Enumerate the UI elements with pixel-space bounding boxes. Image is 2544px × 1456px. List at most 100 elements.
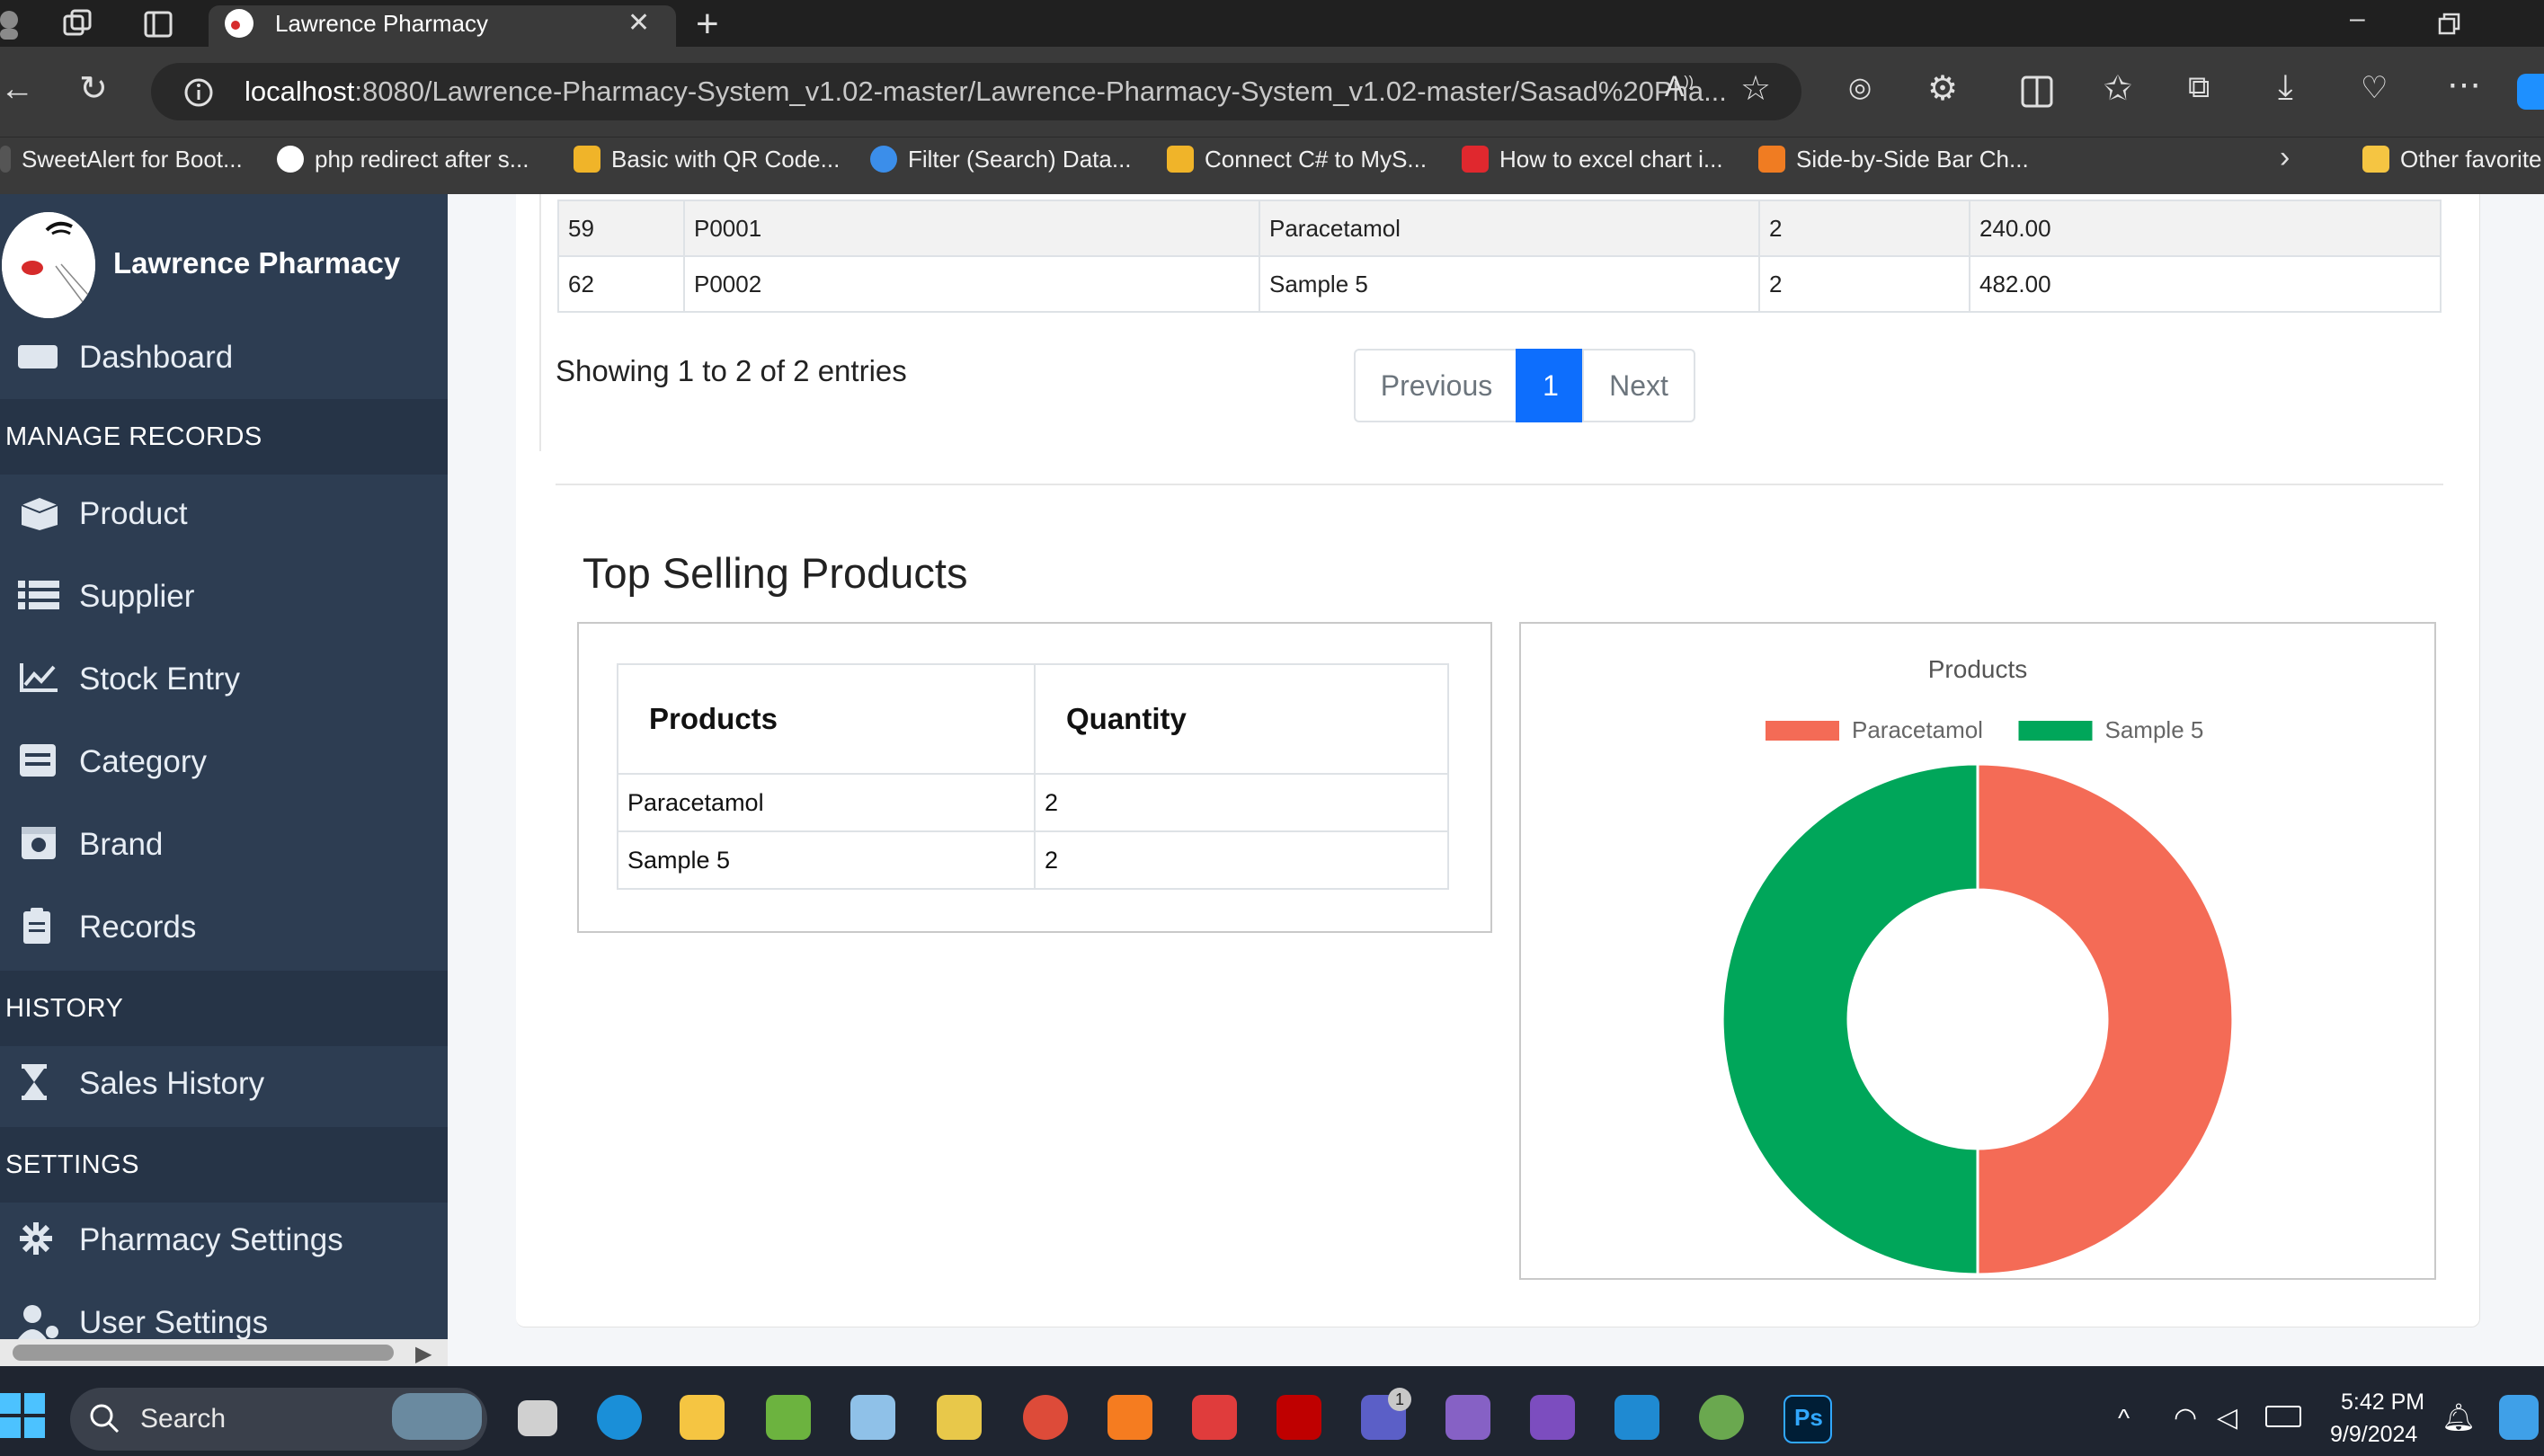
notifications-bell-icon[interactable]: 🔔︎	[2442, 1403, 2477, 1433]
edge-app-icon[interactable]	[597, 1395, 642, 1440]
visual-studio-app-icon[interactable]	[1445, 1395, 1490, 1440]
volume-icon[interactable]: ◁	[2217, 1403, 2238, 1433]
copilot-taskbar-icon[interactable]	[2499, 1395, 2539, 1440]
bookmark-other-favorites[interactable]: Other favorite	[2362, 146, 2542, 173]
legend-swatch[interactable]	[2018, 721, 2093, 741]
bookmark-icon	[1462, 146, 1489, 173]
legend-label[interactable]: Paracetamol	[1852, 716, 1983, 743]
split-screen-icon[interactable]	[2021, 75, 2053, 112]
sidebar-item-dashboard[interactable]: Dashboard	[0, 327, 448, 374]
bookmark-connect-csharp[interactable]: Connect C# to MyS...	[1167, 146, 1427, 173]
bookmark-filter-search[interactable]: Filter (Search) Data...	[870, 146, 1132, 173]
bookmark-side-by-side[interactable]: Side-by-Side Bar Ch...	[1758, 146, 2029, 173]
url-text[interactable]: localhost:8080/Lawrence-Pharmacy-System_…	[245, 75, 1727, 108]
github-icon	[277, 146, 304, 173]
extensions-icon[interactable]: ⚙	[1927, 70, 1959, 108]
refresh-icon[interactable]: ↻	[79, 70, 108, 108]
show-hidden-icons-icon[interactable]: ^	[2118, 1404, 2130, 1432]
site-info-icon[interactable]	[183, 77, 214, 112]
sidebar-item-label: Product	[79, 496, 188, 531]
copilot-sidebar-icon[interactable]	[2517, 74, 2544, 110]
notepad-plus-icon[interactable]	[766, 1395, 811, 1440]
pagination-next-button[interactable]: Next	[1582, 349, 1695, 422]
header-quantity: Quantity	[1034, 663, 1449, 775]
clock-date[interactable]: 9/9/2024	[2330, 1422, 2418, 1447]
copilot-icon[interactable]: ◎	[1848, 73, 1872, 102]
cell-quantity: 2	[1034, 830, 1449, 890]
task-view-icon[interactable]	[518, 1400, 557, 1436]
workspaces-icon[interactable]	[63, 9, 93, 44]
cell-qty: 2	[1758, 200, 1970, 257]
app-icon[interactable]	[850, 1395, 895, 1440]
table-row: Sample 5 2	[617, 830, 1449, 890]
search-icon	[88, 1402, 120, 1439]
file-explorer-icon[interactable]	[680, 1395, 725, 1440]
visual-studio-app-icon[interactable]	[1530, 1395, 1575, 1440]
active-tab[interactable]	[209, 5, 676, 47]
top-selling-title: Top Selling Products	[583, 549, 968, 597]
xampp-app-icon[interactable]	[1107, 1395, 1152, 1440]
restore-icon[interactable]	[2438, 13, 2461, 40]
sidebar-item-user-settings[interactable]: User Settings	[0, 1283, 448, 1339]
sidebar-scrollbar-thumb[interactable]	[13, 1345, 394, 1361]
browser-essentials-icon[interactable]: ♡	[2361, 71, 2388, 105]
vscode-app-icon[interactable]	[1614, 1395, 1659, 1440]
clipboard-icon	[23, 908, 50, 944]
collections-icon[interactable]: ⧉	[2188, 70, 2210, 104]
tab-close-icon[interactable]: ✕	[627, 8, 651, 38]
table-header-row: Products Quantity	[617, 663, 1449, 775]
read-aloud-icon[interactable]: A))	[1665, 70, 1694, 102]
sidebar-item-stock-entry[interactable]: Stock Entry	[0, 640, 448, 715]
filezilla-app-icon[interactable]	[1276, 1395, 1321, 1440]
sidebar-item-pharmacy-settings[interactable]: Pharmacy Settings	[0, 1201, 448, 1276]
bookmark-excel-chart[interactable]: How to excel chart i...	[1462, 146, 1723, 173]
photoshop-app-icon[interactable]	[1783, 1395, 1832, 1443]
tab-actions-icon[interactable]	[144, 9, 174, 44]
sidebar-item-category[interactable]: Category	[0, 723, 448, 798]
tab-favicon-icon	[225, 9, 254, 38]
sidebar-item-brand[interactable]: Brand	[0, 805, 448, 881]
pagination-page-1-button[interactable]: 1	[1516, 349, 1586, 422]
sidebar-item-label: Records	[79, 910, 197, 945]
chart-slice-sample-5[interactable]	[1721, 762, 1979, 1276]
favorites-icon[interactable]: ✩	[2104, 70, 2132, 108]
chart-slice-paracetamol[interactable]	[1976, 762, 2235, 1276]
legend-swatch[interactable]	[1766, 721, 1839, 741]
bookmark-label: SweetAlert for Boot...	[22, 146, 243, 173]
wifi-icon[interactable]: ◠	[2174, 1403, 2198, 1433]
anydesk-app-icon[interactable]	[1192, 1395, 1237, 1440]
bookmark-qr-code[interactable]: Basic with QR Code...	[574, 146, 840, 173]
more-menu-icon[interactable]: ⋯	[2447, 67, 2481, 104]
pagination-previous-button[interactable]: Previous	[1354, 349, 1519, 422]
back-icon[interactable]: ←	[0, 70, 34, 108]
tab-title[interactable]: Lawrence Pharmacy	[275, 10, 488, 37]
chart-title: Products	[1928, 655, 2028, 683]
scroll-right-icon[interactable]: ▶	[415, 1342, 432, 1366]
cell-name: Paracetamol	[1259, 200, 1760, 257]
app-icon[interactable]	[937, 1395, 982, 1440]
table-row: Paracetamol 2	[617, 773, 1449, 832]
sidebar-item-records[interactable]: Records	[0, 888, 448, 963]
cell-total: 482.00	[1969, 255, 2442, 313]
sidebar-item-label: Sales History	[79, 1066, 265, 1101]
sidebar-item-sales-history[interactable]: Sales History	[0, 1044, 448, 1120]
sidebar-item-supplier[interactable]: Supplier	[0, 557, 448, 633]
legend-label[interactable]: Sample 5	[2105, 716, 2204, 743]
sidebar-item-product[interactable]: Product	[0, 475, 448, 550]
app-icon[interactable]	[1699, 1395, 1744, 1440]
bookmark-sweetalert[interactable]: SweetAlert for Boot...	[0, 146, 243, 173]
address-bar[interactable]	[151, 63, 1801, 120]
bookmarks-overflow-chevron-icon[interactable]: ›	[2280, 140, 2290, 174]
minimize-icon[interactable]: –	[2350, 4, 2365, 33]
favorite-star-icon[interactable]: ☆	[1740, 70, 1772, 108]
downloads-icon[interactable]: ⤓	[2278, 68, 2293, 106]
new-tab-icon[interactable]: +	[696, 2, 719, 46]
clock-time[interactable]: 5:42 PM	[2341, 1389, 2425, 1415]
chrome-app-icon[interactable]	[1023, 1395, 1068, 1440]
profile-avatar[interactable]	[0, 7, 27, 40]
battery-icon[interactable]	[2265, 1406, 2301, 1427]
start-button-icon[interactable]	[0, 1393, 45, 1443]
url-host: localhost	[245, 75, 355, 107]
bookmark-php-redirect[interactable]: php redirect after s...	[277, 146, 529, 173]
cell-quantity: 2	[1034, 773, 1449, 832]
